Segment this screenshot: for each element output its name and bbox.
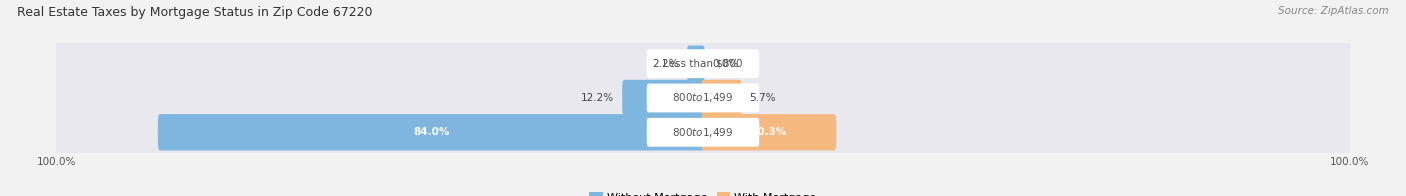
Text: $800 to $1,499: $800 to $1,499 <box>672 92 734 104</box>
Text: 5.7%: 5.7% <box>749 93 776 103</box>
Text: 20.3%: 20.3% <box>751 127 787 137</box>
Legend: Without Mortgage, With Mortgage: Without Mortgage, With Mortgage <box>585 188 821 196</box>
Text: Source: ZipAtlas.com: Source: ZipAtlas.com <box>1278 6 1389 16</box>
FancyBboxPatch shape <box>688 45 704 82</box>
FancyBboxPatch shape <box>53 38 1353 90</box>
FancyBboxPatch shape <box>647 49 759 78</box>
FancyBboxPatch shape <box>157 114 704 151</box>
FancyBboxPatch shape <box>702 114 837 151</box>
Text: $800 to $1,499: $800 to $1,499 <box>672 126 734 139</box>
FancyBboxPatch shape <box>53 106 1353 158</box>
FancyBboxPatch shape <box>647 118 759 147</box>
FancyBboxPatch shape <box>621 80 704 116</box>
Text: 84.0%: 84.0% <box>413 127 450 137</box>
Text: Less than $800: Less than $800 <box>664 59 742 69</box>
FancyBboxPatch shape <box>647 83 759 113</box>
Text: 2.2%: 2.2% <box>652 59 679 69</box>
FancyBboxPatch shape <box>53 72 1353 124</box>
Text: 0.0%: 0.0% <box>713 59 740 69</box>
Text: Real Estate Taxes by Mortgage Status in Zip Code 67220: Real Estate Taxes by Mortgage Status in … <box>17 6 373 19</box>
FancyBboxPatch shape <box>702 80 742 116</box>
Text: 12.2%: 12.2% <box>581 93 614 103</box>
